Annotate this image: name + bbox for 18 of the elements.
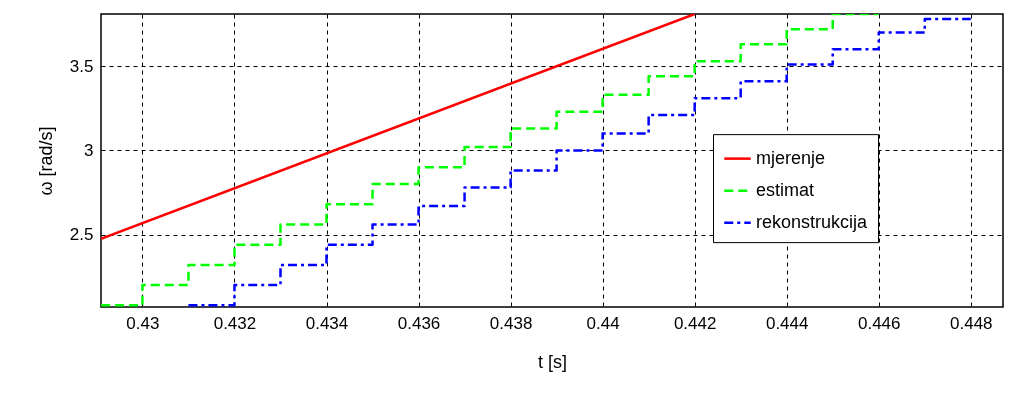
x-tick-label: 0.446 xyxy=(857,313,901,333)
legend-label: rekonstrukcija xyxy=(756,211,869,232)
x-tick-label: 0.434 xyxy=(305,313,349,333)
y-tick-label: 3 xyxy=(84,140,94,160)
x-tick-label: 0.43 xyxy=(126,313,160,333)
legend-label: estimat xyxy=(756,179,815,200)
x-tick-label: 0.432 xyxy=(213,313,257,333)
x-axis-title: t [s] xyxy=(537,351,568,372)
x-tick-label: 0.436 xyxy=(397,313,441,333)
x-tick-label: 0.448 xyxy=(950,313,993,333)
x-tick-label: 0.44 xyxy=(586,313,620,333)
x-tick-label: 0.444 xyxy=(765,313,809,333)
legend-label: mjerenje xyxy=(756,147,826,168)
y-tick-label: 3.5 xyxy=(69,56,94,76)
x-tick-label: 0.438 xyxy=(489,313,533,333)
x-tick-label: 0.442 xyxy=(673,313,717,333)
y-axis-title: ω [rad/s] xyxy=(35,126,56,196)
y-tick-label: 2.5 xyxy=(69,225,94,245)
